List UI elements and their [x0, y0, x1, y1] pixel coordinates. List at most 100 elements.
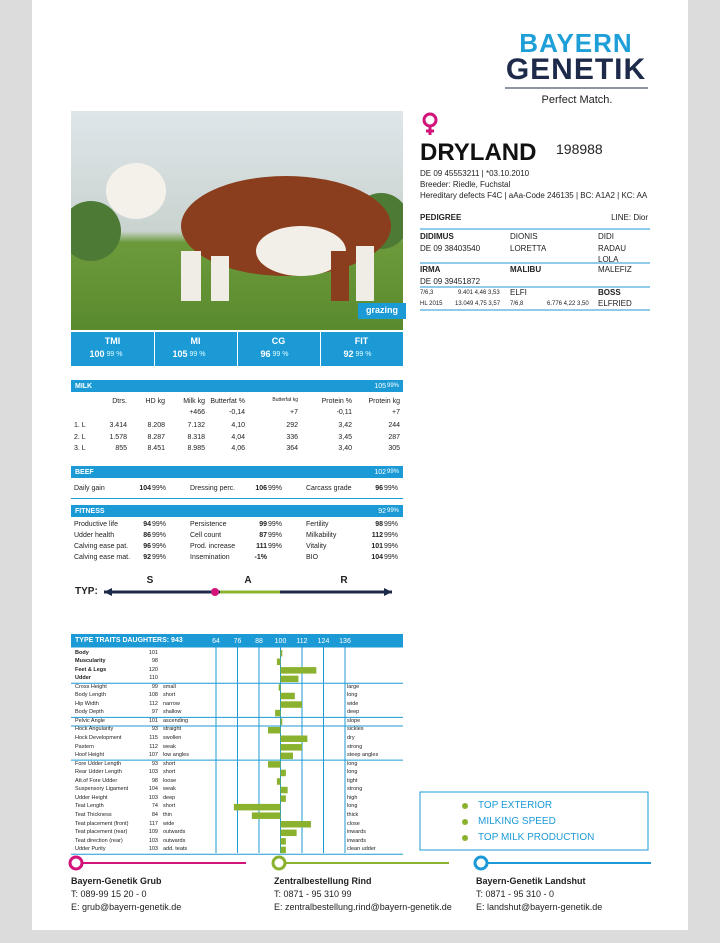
trait-bar	[280, 821, 311, 828]
scale-label: 136	[339, 638, 351, 645]
item-rel: 99%	[384, 485, 399, 492]
contact-name: Bayern-Genetik Grub	[71, 876, 162, 886]
breeding-value: -0,11	[336, 409, 352, 416]
trait-bar	[280, 795, 286, 802]
trait-value: 117	[149, 820, 158, 827]
text: LORETTA	[510, 244, 547, 253]
milk-cell: 3,45	[338, 433, 352, 441]
trait-bar	[280, 675, 299, 683]
item-name: BIO	[306, 554, 319, 561]
index-rel: 99 %	[189, 351, 206, 358]
bullet	[462, 819, 468, 825]
text: 6.776 4,22 3,50	[547, 301, 589, 307]
index-label: TMI	[104, 336, 121, 346]
trait-name: Hock Development	[75, 735, 122, 741]
trait-value: 107	[148, 752, 158, 759]
milk-cell: 4,06	[231, 445, 245, 452]
pedigree-title: PEDIGREE	[420, 213, 462, 222]
item-value: 104	[139, 485, 151, 492]
col-header: Protein %	[321, 398, 352, 405]
contact-phone: T: 0871 - 95 310 - 0	[476, 889, 555, 899]
trait-low: short	[163, 769, 176, 776]
trait-value: 103	[148, 769, 158, 776]
item-value: 112	[371, 532, 383, 539]
trait-bar	[280, 744, 302, 751]
trait-value: 104	[148, 786, 158, 793]
trait-value: 101	[148, 717, 158, 724]
item-value: 98	[375, 521, 383, 528]
pedigree-line: LINE: Dior	[611, 213, 648, 222]
typ-s: S	[146, 575, 154, 586]
text: IRMA	[420, 265, 441, 274]
trait-name: Suspensory Ligament	[75, 786, 129, 793]
item-rel: 99%	[152, 485, 167, 492]
section-title: MILK	[75, 383, 93, 390]
milk-cell: 7.132	[187, 422, 205, 429]
trait-low: outwards	[163, 829, 186, 836]
contact-email: E: zentralbestellung.rind@bayern-genetik…	[274, 902, 452, 912]
divider	[154, 332, 155, 366]
trait-name: Pelvic Angle	[75, 717, 105, 724]
line	[419, 791, 649, 851]
text: 13.049 4,75 3,57	[455, 301, 501, 307]
trait-value: 112	[149, 700, 158, 707]
section-header	[71, 466, 403, 478]
scale-label: 100	[274, 638, 287, 645]
bull-info: Breeder: Riedle, Fuchstal	[420, 180, 511, 189]
item-name: Calving ease mat.	[74, 554, 131, 561]
item-value: -1%	[254, 554, 267, 561]
milk-cell: 305	[388, 445, 400, 452]
trait-value: 103	[148, 837, 158, 844]
index-label: FIT	[354, 336, 369, 346]
text: DIDI	[598, 232, 614, 241]
item-rel: 99%	[152, 554, 167, 561]
item-rel: 99%	[384, 543, 399, 550]
trait-bar	[280, 735, 308, 742]
text: MALEFIZ	[598, 265, 632, 274]
breeding-value: +7	[290, 409, 298, 416]
trait-name: Teat placement (front)	[75, 820, 129, 827]
trait-bar	[278, 684, 281, 691]
section-header	[71, 634, 403, 647]
typ-marker	[211, 588, 219, 596]
trait-high: steep angles	[347, 752, 379, 759]
item-rel: 99%	[152, 532, 167, 539]
item-value: 92	[143, 554, 151, 561]
milk-cell: 8.208	[147, 422, 165, 429]
trait-bar	[280, 692, 295, 700]
text: BOSS	[598, 288, 621, 297]
logo: BAYERN	[519, 28, 633, 58]
milk-cell: 8.985	[187, 445, 205, 452]
item-name: Udder health	[74, 532, 115, 539]
milk-cell: 364	[286, 445, 298, 452]
trait-bar	[280, 718, 283, 725]
text: LOLA	[598, 255, 619, 264]
trait-high: sickles	[347, 726, 364, 733]
item-name: Vitality	[306, 543, 327, 550]
item-rel: 99%	[384, 532, 399, 539]
item-value: 86	[143, 532, 151, 539]
text: 9.401 4,46 3,53	[458, 290, 500, 296]
section-rel: 99%	[387, 469, 400, 475]
milk-cell: 8.451	[147, 445, 165, 452]
item-rel: 99%	[268, 532, 283, 539]
text: ELFI	[510, 288, 527, 297]
section-rel: 99%	[387, 383, 400, 389]
contact-email: E: landshut@bayern-genetik.de	[476, 902, 603, 912]
milk-cell: 4,04	[231, 433, 245, 441]
item-value: 101	[371, 543, 383, 550]
item-rel: 99%	[152, 521, 167, 528]
trait-high: clean udder	[347, 846, 376, 853]
breeding-value: -0,14	[229, 409, 245, 416]
divider	[237, 332, 238, 366]
trait-high: strong	[347, 786, 363, 793]
trait-low: small	[163, 683, 176, 690]
trait-high: long	[347, 769, 358, 776]
trait-name: Muscularity	[75, 658, 106, 665]
contact-dot	[473, 855, 489, 871]
index-rel: 99 %	[355, 351, 372, 358]
trait-name: Hoof Height	[75, 752, 105, 759]
trait-bar	[251, 812, 281, 819]
scale-label: 64	[212, 638, 220, 645]
